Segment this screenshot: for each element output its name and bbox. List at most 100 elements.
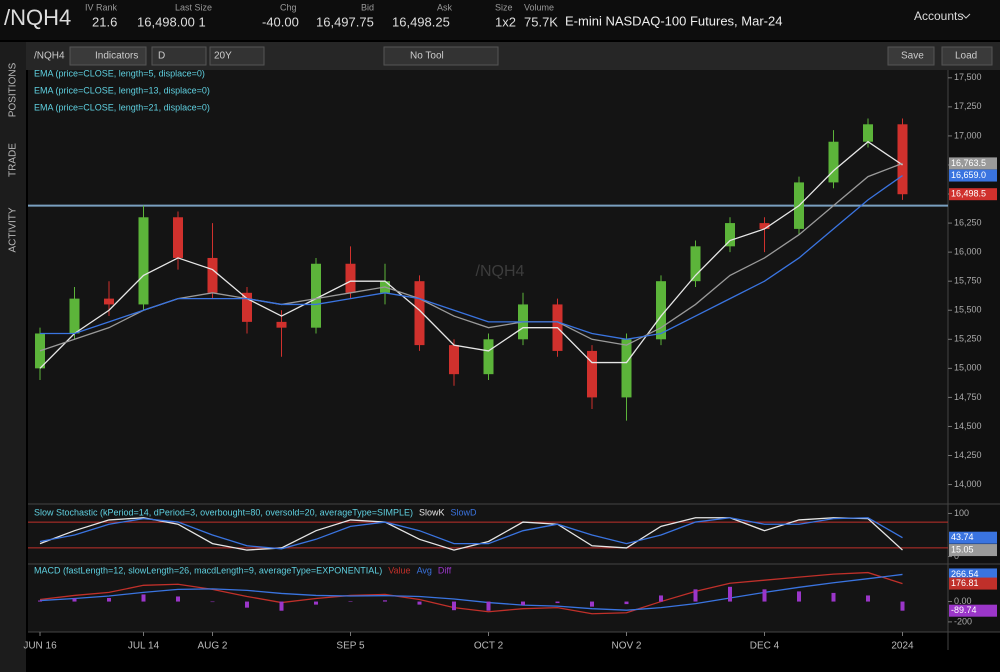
y-tick-label: 16,000 (954, 247, 982, 257)
last-value-tag (949, 188, 997, 201)
study-label: EMA (price=CLOSE, length=21, displace=0) (34, 102, 210, 112)
watermark: /NQH4 (476, 263, 525, 280)
side-tab[interactable]: ACTIVITY (8, 207, 19, 252)
histogram-bar (555, 601, 560, 604)
x-tick-label: OCT 2 (474, 641, 504, 652)
accounts-menu[interactable]: Accounts (914, 9, 963, 23)
save-button[interactable] (887, 46, 935, 66)
candle-body (207, 257, 218, 293)
y-tick-label: 15,250 (954, 334, 982, 344)
tool-select[interactable] (383, 46, 499, 66)
toolbar (0, 42, 1000, 70)
histogram-bar (900, 601, 905, 611)
y-tick-label: 0.00 (954, 596, 972, 606)
x-tick-label: AUG 2 (197, 641, 227, 652)
candle-body (311, 263, 321, 328)
last-value-label: 176.81 (951, 578, 979, 588)
chevron (961, 13, 971, 19)
field-label: Bid (361, 2, 374, 12)
candle-body (138, 217, 149, 305)
symbol: /NQH4 (4, 5, 71, 30)
x-tick-label: JUL 14 (128, 641, 160, 652)
last-value-tag (949, 169, 997, 182)
candle-body (690, 246, 701, 282)
study-label: EMA (price=CLOSE, length=13, displace=0) (34, 85, 210, 95)
toolbar-items: /NQH4 Indicators D 20Y No Tool Save Load (34, 46, 993, 66)
y-tick-label: 100 (954, 508, 969, 518)
histogram-bar (314, 601, 318, 605)
series-line (39, 571, 903, 615)
histogram-bar (728, 586, 732, 602)
legend-entry: Avg (417, 565, 432, 575)
series-line (40, 175, 903, 340)
y-tick-label: 15,000 (954, 363, 982, 373)
candle-body (173, 217, 183, 258)
field-value: -40.00 (262, 14, 299, 29)
candle-body (621, 339, 632, 398)
histogram-bar (624, 601, 629, 605)
y-tick-label: 17,000 (954, 130, 982, 140)
histogram-bar (831, 592, 836, 602)
candle-body (725, 223, 735, 247)
candle-body (587, 350, 597, 398)
histogram-bar (659, 595, 663, 602)
aggregation-select[interactable] (151, 46, 207, 66)
description: E-mini NASDAQ-100 Futures, Mar-24 (565, 13, 782, 28)
study-title: Slow Stochastic (kPeriod=14, dPeriod=3, … (34, 507, 413, 517)
field-label: Size (495, 2, 513, 12)
side-tab[interactable]: POSITIONS (8, 62, 19, 117)
load-label: Load (955, 51, 977, 62)
period-select[interactable] (209, 46, 265, 66)
last-value-tag (949, 544, 997, 557)
last-value-label: 16,498.5 (951, 189, 986, 199)
histogram-bar (383, 600, 387, 602)
histogram-bar (38, 600, 42, 602)
candle-body (759, 223, 770, 229)
y-tick-label: 15,750 (954, 276, 982, 286)
x-tick-label: NOV 2 (611, 641, 641, 652)
field-value: 21.6 (92, 14, 117, 29)
last-value-tag (949, 568, 997, 581)
series-line (39, 573, 903, 611)
candle-body (104, 298, 114, 305)
field-label: IV Rank (85, 2, 118, 12)
side-tab[interactable]: TRADE (8, 143, 19, 177)
field-value: 1x2 (495, 14, 516, 29)
histogram-bar (521, 601, 525, 606)
histogram-bar (348, 601, 353, 602)
histogram-bar (590, 601, 594, 607)
indicators-label: Indicators (95, 51, 138, 62)
indicators-button[interactable] (69, 46, 147, 66)
histogram-bar (693, 589, 698, 602)
histogram-bar (245, 601, 249, 608)
candle-body (863, 124, 873, 142)
last-value-label: 16,763.5 (951, 158, 986, 168)
x-tick-label: 2024 (891, 641, 914, 652)
field-label: Ask (437, 2, 453, 12)
y-tick-label: -200 (954, 616, 972, 626)
save-label: Save (901, 51, 924, 62)
x-tick-label: JUN 16 (23, 641, 57, 652)
last-value-label: -89.74 (951, 605, 977, 615)
candle-body (414, 281, 425, 346)
y-tick-label: 14,250 (954, 450, 982, 460)
legend-entry: Value (388, 565, 410, 575)
candle-body (449, 345, 459, 375)
candle-body (656, 281, 666, 340)
y-tick-label: 15,500 (954, 305, 982, 315)
last-value-tag (949, 531, 997, 544)
y-tick-label: 14,500 (954, 421, 982, 431)
load-button[interactable] (941, 46, 993, 66)
legend-entry: Diff (438, 565, 452, 575)
period: 20Y (214, 51, 232, 62)
side-bar (0, 42, 26, 672)
y-tick-label: 14,750 (954, 392, 982, 402)
x-tick-label: DEC 4 (750, 641, 780, 652)
candle-body (345, 263, 356, 293)
candle-body (897, 124, 908, 195)
last-value-label: 16,659.0 (951, 170, 986, 180)
histogram-bar (279, 601, 284, 611)
header-bar (0, 0, 1000, 40)
study-title: MACD (fastLength=12, slowLength=26, macd… (34, 565, 382, 575)
